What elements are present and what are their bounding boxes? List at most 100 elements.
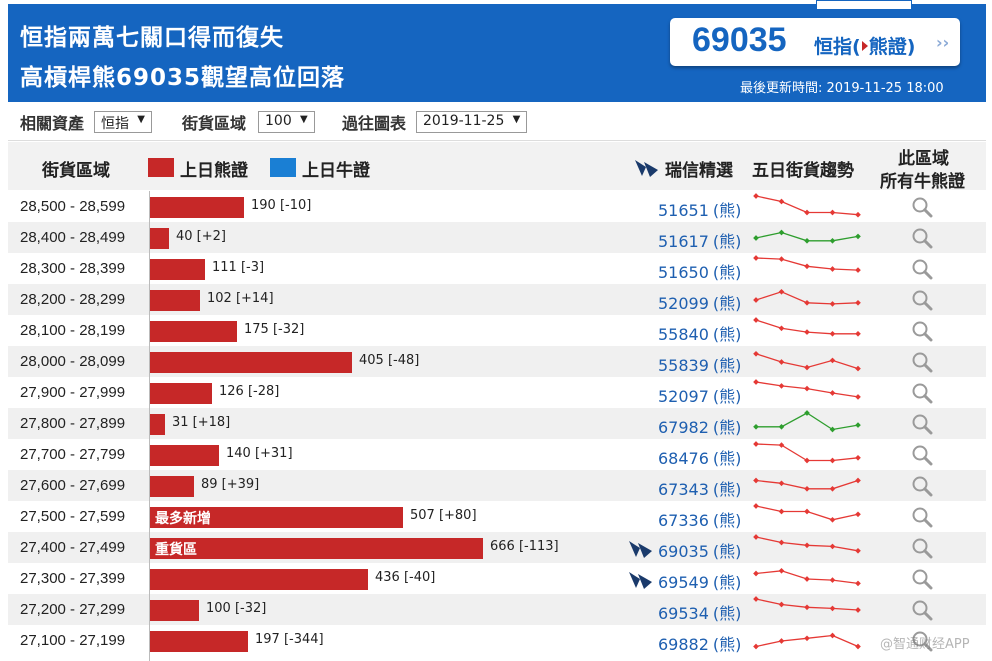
row-range: 28,000 - 28,099: [20, 353, 126, 370]
col-header-range: 街貨區域: [42, 161, 110, 181]
bear-bar: [149, 197, 244, 218]
warrant-code-link[interactable]: 51650 (熊): [658, 263, 742, 282]
five-day-trend-sparkline: [753, 441, 861, 464]
search-icon[interactable]: [911, 382, 933, 404]
search-icon[interactable]: [911, 227, 933, 249]
search-icon[interactable]: [911, 258, 933, 280]
table-row: 27,100 - 27,199 197 [-344] 69882 (熊): [8, 625, 986, 656]
trend-point: [829, 632, 836, 639]
warrant-code-link[interactable]: 68476 (熊): [658, 449, 742, 468]
trend-point: [829, 330, 836, 337]
row-range: 27,600 - 27,699: [20, 477, 126, 494]
featured-warrant-box[interactable]: 69035 恒指(熊證) ››: [670, 18, 960, 66]
trend-point: [829, 209, 836, 216]
table-row: 27,300 - 27,399 436 [-40] 69549 (熊): [8, 563, 986, 594]
trend-point: [778, 229, 785, 236]
trend-point: [804, 457, 810, 464]
trend-point: [855, 454, 861, 461]
trend-point: [855, 394, 861, 400]
search-icon[interactable]: [911, 196, 933, 218]
trend-point: [829, 237, 836, 244]
warrant-code-link[interactable]: 69035 (熊): [658, 542, 742, 561]
search-icon[interactable]: [911, 506, 933, 528]
trend-point: [829, 390, 836, 396]
warrant-code-link[interactable]: 52099 (熊): [658, 294, 742, 313]
trend-point: [804, 237, 810, 244]
trend-point: [753, 297, 759, 303]
warrant-code-link[interactable]: 67336 (熊): [658, 511, 742, 530]
search-icon[interactable]: [911, 351, 933, 373]
warrant-code-link[interactable]: 51651 (熊): [658, 201, 742, 220]
trend-point: [778, 288, 785, 295]
warrant-code-link[interactable]: 52097 (熊): [658, 387, 742, 406]
search-icon[interactable]: [911, 413, 933, 435]
legend-bear-label: 上日熊證: [180, 161, 248, 181]
trend-point: [855, 233, 861, 240]
warrant-code-link[interactable]: 69882 (熊): [658, 635, 742, 654]
bar-value-label: 405 [-48]: [359, 353, 420, 368]
trend-point: [855, 365, 861, 372]
trend-point: [778, 383, 785, 389]
row-range: 28,400 - 28,499: [20, 229, 126, 246]
search-icon[interactable]: [911, 444, 933, 466]
search-icon[interactable]: [911, 320, 933, 342]
warrant-code-link[interactable]: 55840 (熊): [658, 325, 742, 344]
bar-value-label: 140 [+31]: [226, 446, 293, 461]
warrant-code-link[interactable]: 51617 (熊): [658, 232, 742, 251]
featured-warrant-code[interactable]: 69035: [692, 21, 787, 59]
trend-point: [778, 442, 785, 448]
bar-value-label: 666 [-113]: [490, 539, 559, 554]
search-icon[interactable]: [911, 630, 933, 652]
bear-bar: [149, 631, 248, 652]
warrant-code-link[interactable]: 69549 (熊): [658, 573, 742, 592]
bar-value-label: 40 [+2]: [176, 229, 226, 244]
dropdown-arrow-icon: ▼: [512, 114, 521, 125]
warrant-code-link[interactable]: 67982 (熊): [658, 418, 742, 437]
chart-date-select[interactable]: 2019-11-25 ▼: [416, 111, 528, 133]
trend-point: [804, 263, 810, 270]
bear-bar: [149, 569, 368, 590]
warrant-code-link[interactable]: 69534 (熊): [658, 604, 742, 623]
trend-point: [778, 601, 785, 608]
trend-point: [855, 299, 861, 306]
warrant-code-link[interactable]: 55839 (熊): [658, 356, 742, 375]
header-banner: 恒指兩萬七關口得而復失 高槓桿熊69035觀望高位回落 69035 恒指(熊證)…: [8, 0, 986, 102]
trend-point: [753, 534, 759, 540]
five-day-trend-sparkline: [753, 379, 861, 400]
legend-bull-swatch: [270, 158, 296, 177]
trend-point: [778, 480, 785, 487]
trend-point: [829, 516, 836, 523]
trend-point: [855, 580, 861, 587]
trend-point: [753, 255, 759, 261]
search-icon[interactable]: [911, 599, 933, 621]
trend-point: [829, 457, 836, 464]
trend-point: [855, 267, 861, 273]
trend-point: [829, 605, 836, 612]
trend-point: [829, 485, 836, 492]
table-row: 28,000 - 28,099 405 [-48] 55839 (熊): [8, 346, 986, 377]
search-icon[interactable]: [911, 537, 933, 559]
bar-value-label: 507 [+80]: [410, 508, 477, 523]
trend-point: [855, 477, 861, 484]
table-row: 27,200 - 27,299 100 [-32] 69534 (熊): [8, 594, 986, 625]
search-icon[interactable]: [911, 475, 933, 497]
range-select[interactable]: 100 ▼: [258, 111, 315, 133]
trend-point: [804, 329, 810, 335]
trend-point: [804, 410, 810, 416]
five-day-trend-sparkline: [753, 317, 861, 337]
five-day-trend-sparkline: [753, 255, 861, 273]
warrant-code-link[interactable]: 67343 (熊): [658, 480, 742, 499]
table-row: 28,400 - 28,499 40 [+2] 51617 (熊): [8, 222, 986, 253]
watermark: @智通财经APP: [880, 637, 970, 652]
trend-point: [804, 385, 810, 392]
trend-point: [855, 511, 861, 518]
chart-date-label: 過往圖表: [342, 114, 407, 133]
search-icon[interactable]: [911, 289, 933, 311]
asset-select[interactable]: 恒指 ▼: [94, 111, 152, 133]
bear-bar: 重貨區: [149, 538, 483, 559]
trend-point: [778, 256, 785, 262]
search-icon[interactable]: [911, 568, 933, 590]
bar-value-label: 197 [-344]: [255, 632, 324, 647]
chevron-right-icon[interactable]: ››: [936, 33, 950, 52]
trend-point: [753, 235, 759, 241]
